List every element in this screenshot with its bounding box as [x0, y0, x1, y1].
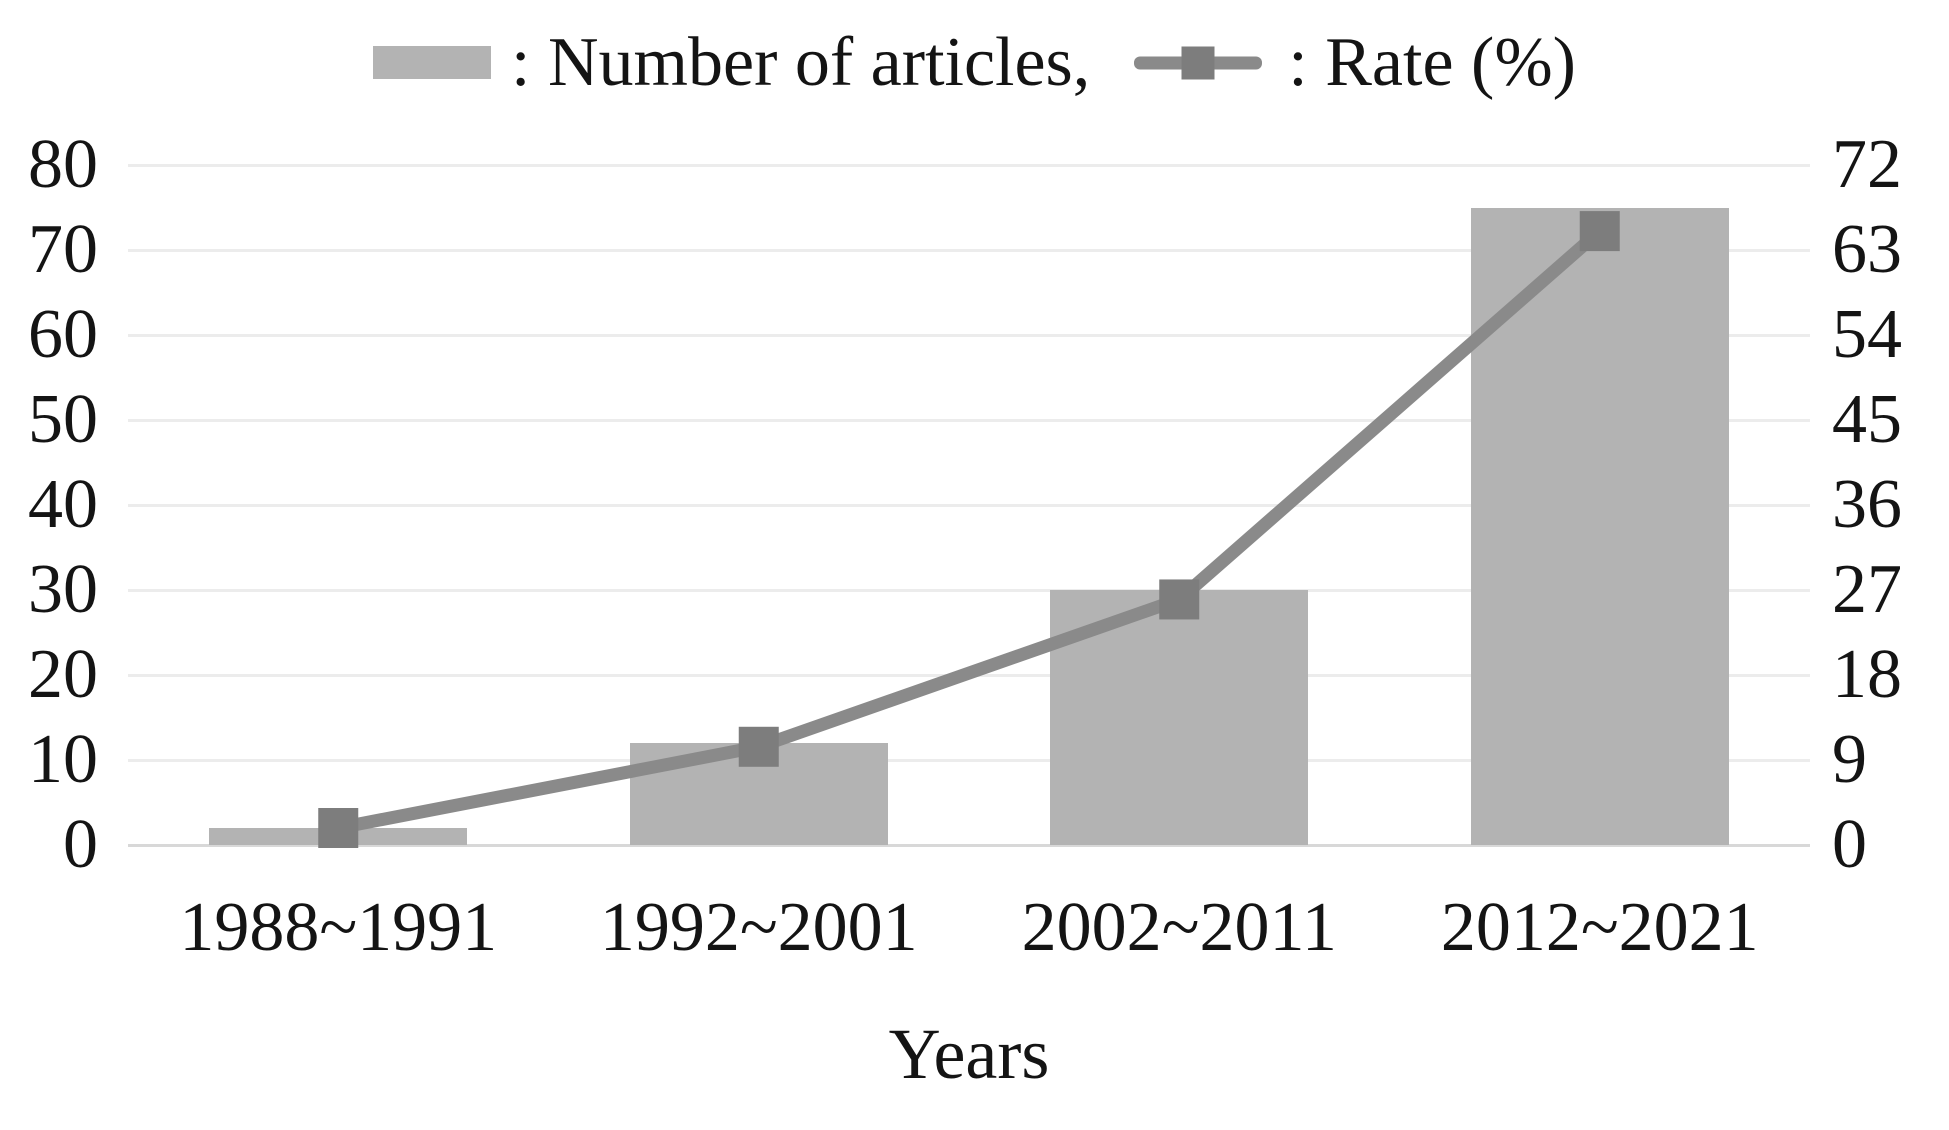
rate-marker-1988~1991 — [318, 808, 359, 848]
rate-marker-1992~2001 — [738, 726, 779, 767]
rate-line-layer — [318, 211, 1620, 848]
legend-square-marker-icon — [1181, 46, 1215, 79]
gridline — [128, 758, 1810, 762]
legend-line-swatch-icon — [1134, 40, 1263, 86]
right-tick-label: 54 — [1832, 296, 1902, 373]
legend-articles-label: : Number of articles, — [511, 24, 1091, 101]
x-tick-label: 1992~2001 — [599, 889, 918, 966]
rate-line — [331, 224, 1607, 835]
left-tick-label: 10 — [28, 721, 98, 798]
left-tick-label: 0 — [63, 806, 98, 883]
right-tick-label: 72 — [1832, 126, 1902, 203]
gridline — [128, 163, 1810, 167]
legend-rate-label: : Rate (%) — [1288, 24, 1576, 101]
gridline — [128, 418, 1810, 422]
left-tick-label: 30 — [28, 551, 98, 628]
x-tick-label: 2002~2011 — [1021, 889, 1337, 966]
left-tick-label: 70 — [28, 211, 98, 288]
right-tick-label: 27 — [1832, 551, 1902, 628]
gridline — [128, 503, 1810, 507]
plot-area — [128, 163, 1810, 848]
right-tick-label: 36 — [1832, 466, 1902, 543]
right-tick-label: 45 — [1832, 381, 1902, 458]
right-tick-label: 0 — [1832, 806, 1867, 883]
x-axis-baseline — [128, 843, 1810, 847]
gridline — [128, 248, 1810, 252]
right-tick-label: 63 — [1832, 211, 1902, 288]
left-tick-label: 60 — [28, 296, 98, 373]
x-tick-label: 1988~1991 — [179, 889, 498, 966]
gridline — [128, 588, 1810, 592]
gridline — [128, 333, 1810, 337]
rate-marker-2012~2021 — [1579, 211, 1620, 252]
right-tick-label: 18 — [1832, 636, 1902, 713]
legend-bar-swatch-icon — [373, 46, 492, 79]
right-tick-label: 9 — [1832, 721, 1867, 798]
left-tick-label: 40 — [28, 466, 98, 543]
rate-marker-2002~2011 — [1159, 579, 1200, 620]
x-tick-label: 2012~2021 — [1440, 889, 1759, 966]
chart-legend: : Number of articles, : Rate (%) — [0, 24, 1949, 101]
left-tick-label: 50 — [28, 381, 98, 458]
left-tick-label: 20 — [28, 636, 98, 713]
left-tick-label: 80 — [28, 126, 98, 203]
x-axis-title: Years — [888, 1014, 1050, 1094]
